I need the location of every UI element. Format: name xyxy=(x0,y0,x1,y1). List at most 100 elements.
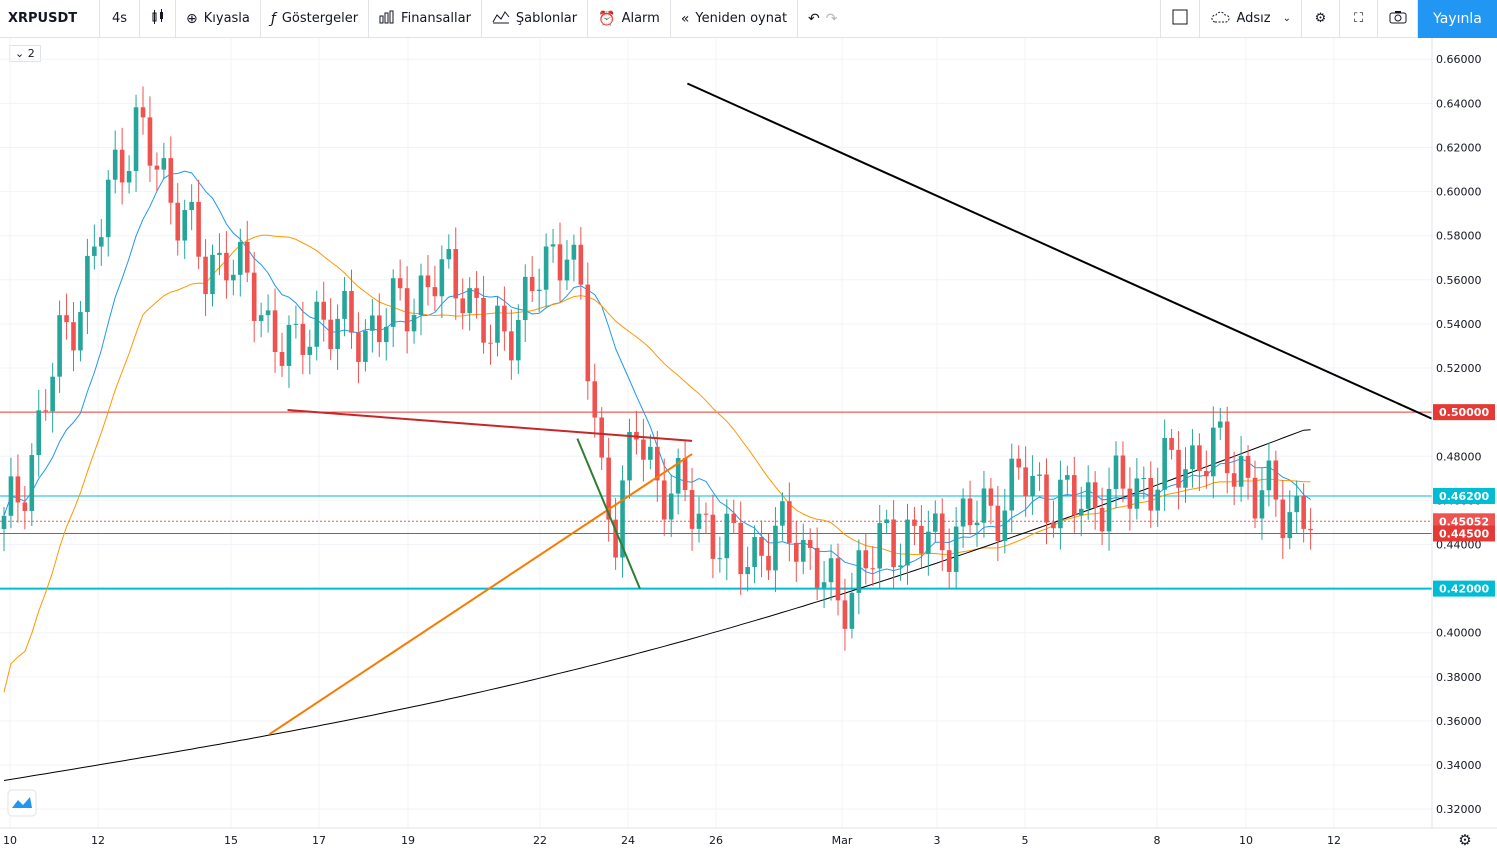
candle-body xyxy=(488,342,493,344)
candle-body xyxy=(509,331,514,361)
candle-body xyxy=(390,278,396,327)
expand-icon: ⛶ xyxy=(1353,11,1364,26)
logo-bg xyxy=(7,789,37,817)
price-chart[interactable]: 0.66000 0.64000 0.62000 0.60000 0.58000 0.560… xyxy=(0,38,1497,857)
redo-icon[interactable]: ↷ xyxy=(825,10,838,27)
replay-label: Yeniden oynat xyxy=(695,11,788,26)
gear-icon[interactable]: ⚙ xyxy=(1458,831,1471,849)
candle-body xyxy=(404,288,410,332)
candle-body xyxy=(126,171,132,183)
candle-body xyxy=(377,315,382,343)
candle-body xyxy=(800,540,806,562)
candle-body xyxy=(1030,475,1035,497)
price-label-bg xyxy=(1433,525,1495,542)
candle-body xyxy=(119,149,125,183)
candle-body xyxy=(258,315,264,321)
snapshot-button[interactable] xyxy=(1378,0,1418,38)
candle-body xyxy=(133,107,139,172)
candle-body xyxy=(1259,490,1265,519)
candle-body xyxy=(217,252,222,255)
financials-button[interactable]: Finansallar xyxy=(369,0,482,38)
price-axis-bg xyxy=(1432,38,1497,857)
chevron-down-icon: ⌄ xyxy=(1282,13,1291,24)
time-tick-label: 15 xyxy=(224,834,238,847)
templates-label: Şablonlar xyxy=(515,11,578,26)
candle-body xyxy=(627,431,632,481)
candle-body xyxy=(105,179,111,238)
candle-body xyxy=(29,455,35,511)
candle-body xyxy=(1099,507,1105,532)
candle-body xyxy=(620,480,625,558)
candle-body xyxy=(870,568,876,570)
legend-collapse-button[interactable]: ⌄ 2 xyxy=(9,45,41,62)
fullscreen-layout-button[interactable] xyxy=(1160,0,1201,38)
time-tick-label: 12 xyxy=(1327,834,1341,847)
candle-body xyxy=(863,550,869,569)
indicators-label: Göstergeler xyxy=(281,11,359,26)
price-label: 0.44500 xyxy=(1439,527,1489,540)
templates-button[interactable]: Şablonlar xyxy=(482,0,589,38)
undo-redo-group: ↶ ↷ xyxy=(798,0,853,38)
candle-body xyxy=(682,457,688,491)
undo-icon[interactable]: ↶ xyxy=(808,10,820,27)
candle-body xyxy=(342,290,347,319)
candle-body xyxy=(411,315,417,332)
candle-body xyxy=(766,555,771,571)
trendline xyxy=(268,453,693,736)
candle-body xyxy=(898,565,903,568)
candle-body xyxy=(1238,455,1244,487)
settings-button[interactable]: ⚙ xyxy=(1302,0,1340,38)
candle-body xyxy=(1134,478,1140,509)
candle-body xyxy=(780,501,785,526)
price-label: 0.46200 xyxy=(1439,490,1489,503)
candle-body xyxy=(1211,427,1216,477)
indicators-button[interactable]: ƒ Göstergeler xyxy=(261,0,370,38)
save-layout-button[interactable]: Adsız ⌄ xyxy=(1200,0,1302,38)
candle-body xyxy=(1252,477,1258,519)
ma-mid-line xyxy=(3,234,1311,693)
candle-body xyxy=(564,259,570,281)
candle-body xyxy=(1092,482,1098,508)
time-axis[interactable]: 10 12 15 17 19 22 24 26 Mar 3 5 8 10 12 ⚙ xyxy=(0,789,1497,849)
candle-body xyxy=(1106,488,1112,532)
candle-body xyxy=(557,244,563,281)
fullscreen-button[interactable]: ⛶ xyxy=(1340,0,1378,38)
candle-body xyxy=(828,558,834,583)
candle-body xyxy=(1155,489,1160,511)
function-icon: ƒ xyxy=(270,10,276,27)
interval-button[interactable]: 4s xyxy=(100,0,140,38)
candle-body xyxy=(529,276,535,292)
chart-type-button[interactable] xyxy=(140,0,176,38)
candle-body xyxy=(1287,512,1293,539)
candle-body xyxy=(710,514,716,559)
trendline xyxy=(686,82,1433,420)
publish-button[interactable]: Yayınla xyxy=(1418,0,1497,38)
time-tick-label: 26 xyxy=(709,834,723,847)
replay-button[interactable]: « Yeniden oynat xyxy=(671,0,799,38)
alert-button[interactable]: ⏰ Alarm xyxy=(588,0,671,38)
candle-body xyxy=(22,502,28,511)
candle-body xyxy=(946,550,952,572)
candle-body xyxy=(891,519,896,568)
candle-body xyxy=(286,324,292,366)
candle-body xyxy=(689,490,695,529)
candle-body xyxy=(1023,467,1028,497)
candle-body xyxy=(272,310,278,353)
candle-body xyxy=(64,315,69,323)
candle-body xyxy=(203,256,208,295)
candle-body xyxy=(481,297,486,343)
candle-body xyxy=(168,158,174,203)
symbol-search-button[interactable]: XRPUSDT xyxy=(0,0,100,38)
candle-body xyxy=(474,288,479,298)
price-axis[interactable]: 0.66000 0.64000 0.62000 0.60000 0.58000 0.560… xyxy=(1431,38,1497,857)
compare-label: Kıyasla xyxy=(203,11,250,26)
trendline xyxy=(287,408,693,442)
candle-body xyxy=(641,439,646,460)
compare-button[interactable]: ⊕ Kıyasla xyxy=(176,0,261,38)
candle-body xyxy=(335,318,340,350)
candle-body xyxy=(752,536,757,568)
candle-body xyxy=(349,290,354,333)
candle-body xyxy=(321,301,326,320)
candle-body xyxy=(696,513,702,529)
cloud-icon xyxy=(1210,10,1230,28)
